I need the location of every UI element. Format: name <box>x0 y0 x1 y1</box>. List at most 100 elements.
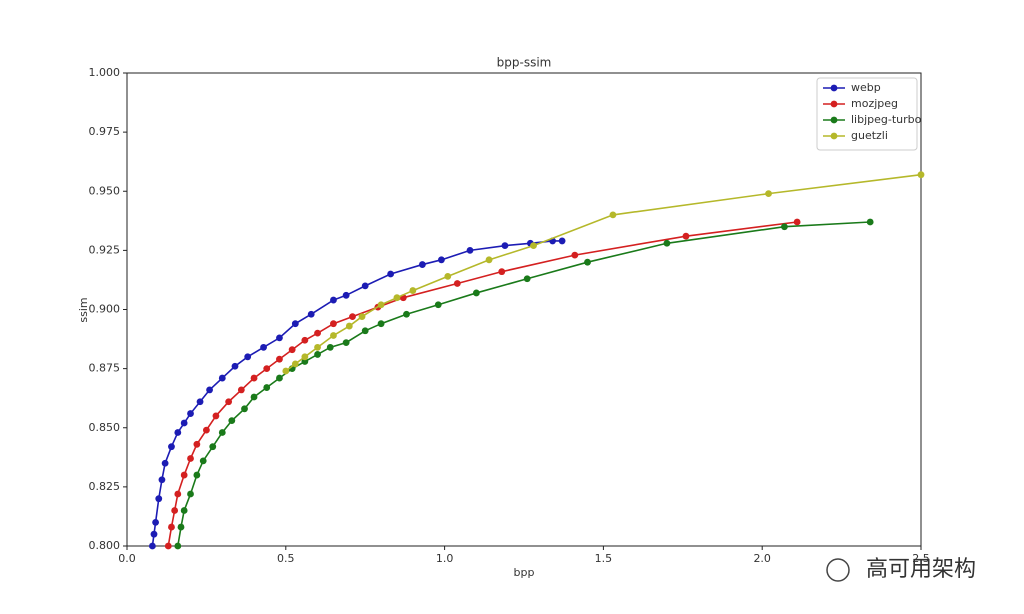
data-point <box>218 429 226 436</box>
data-point <box>250 393 258 401</box>
data-point <box>377 320 385 328</box>
watermark-icon <box>826 558 850 582</box>
data-point <box>393 294 401 302</box>
data-point <box>377 301 385 309</box>
data-point <box>314 343 321 351</box>
data-point <box>434 301 442 309</box>
data-point <box>418 261 426 268</box>
data-point <box>263 384 271 391</box>
data-point <box>161 459 169 467</box>
data-point <box>301 336 309 344</box>
y-tick-label: 0.925 <box>89 243 121 256</box>
legend-label: mozjpeg <box>851 97 898 110</box>
data-point <box>168 523 175 531</box>
data-point <box>206 386 213 394</box>
data-point <box>260 343 267 351</box>
series-line <box>285 173 922 372</box>
data-point <box>403 310 410 318</box>
data-point <box>781 223 788 231</box>
data-point <box>164 542 172 550</box>
x-axis-label: bpp <box>514 566 535 579</box>
data-point <box>174 542 182 550</box>
data-point <box>584 258 591 266</box>
data-point <box>793 218 801 226</box>
y-tick-label: 0.950 <box>89 184 121 197</box>
x-tick-label: 0.0 <box>118 552 136 565</box>
watermark: 高可用架构 <box>826 557 976 582</box>
x-tick-label: 2.5 <box>912 552 930 565</box>
data-point <box>174 490 182 498</box>
data-point <box>244 353 252 361</box>
data-point <box>765 190 772 198</box>
data-point <box>171 507 179 514</box>
data-point <box>361 282 369 290</box>
data-point <box>330 332 337 339</box>
data-point <box>342 339 350 347</box>
data-point <box>196 398 204 406</box>
legend-box <box>816 77 918 151</box>
legend-marker <box>830 84 838 92</box>
legend-marker <box>830 132 838 140</box>
chart-title: bpp-ssim <box>497 56 552 70</box>
data-point <box>187 410 194 417</box>
y-tick-label: 0.800 <box>89 539 121 552</box>
data-point <box>212 412 220 420</box>
data-point <box>218 374 226 382</box>
data-point <box>571 251 579 259</box>
data-point <box>174 429 182 436</box>
data-point <box>276 334 283 342</box>
data-point <box>472 289 480 297</box>
y-tick-label: 0.875 <box>89 362 121 375</box>
data-point <box>387 270 395 278</box>
series-line <box>167 221 798 547</box>
legend-marker <box>830 116 838 124</box>
data-point <box>466 246 474 254</box>
data-point <box>180 419 188 427</box>
data-point <box>282 367 290 375</box>
legend: webp mozjpeg libjpeg-turbo guetzli <box>816 77 922 151</box>
data-point <box>149 542 156 550</box>
x-tick-label: 2.0 <box>753 552 771 565</box>
data-point <box>501 242 509 250</box>
data-point <box>453 280 461 287</box>
data-point <box>203 426 210 434</box>
data-point <box>231 362 239 370</box>
legend-label: webp <box>851 81 881 94</box>
series-line <box>177 221 871 547</box>
data-point <box>301 353 309 361</box>
x-tick-label: 1.5 <box>595 552 613 565</box>
data-point <box>523 275 531 283</box>
data-point <box>498 268 506 276</box>
data-point <box>345 322 353 330</box>
data-point <box>187 455 194 462</box>
data-point <box>358 313 366 320</box>
legend-label: libjpeg-turbo <box>851 113 922 126</box>
data-point <box>288 346 296 354</box>
data-point <box>237 386 245 394</box>
x-tick-label: 0.5 <box>277 552 295 565</box>
data-point <box>177 523 185 531</box>
data-point <box>199 457 207 465</box>
x-tick-label: 1.0 <box>436 552 454 565</box>
data-point <box>558 237 566 245</box>
data-point <box>150 530 158 538</box>
data-point <box>866 218 874 226</box>
plot-frame <box>126 72 922 547</box>
data-point <box>193 440 201 448</box>
data-point <box>187 490 194 498</box>
data-point <box>241 405 248 413</box>
data-point <box>326 343 334 351</box>
data-point <box>152 518 159 526</box>
y-tick-label: 0.975 <box>89 125 121 138</box>
data-point <box>155 495 163 503</box>
data-point <box>485 256 493 264</box>
data-point <box>917 171 925 179</box>
data-point <box>158 476 166 484</box>
data-point <box>225 398 233 406</box>
data-point <box>342 291 350 299</box>
data-point <box>438 256 445 264</box>
data-point <box>291 320 299 328</box>
data-point <box>361 327 369 335</box>
y-tick-label: 0.900 <box>89 303 121 316</box>
